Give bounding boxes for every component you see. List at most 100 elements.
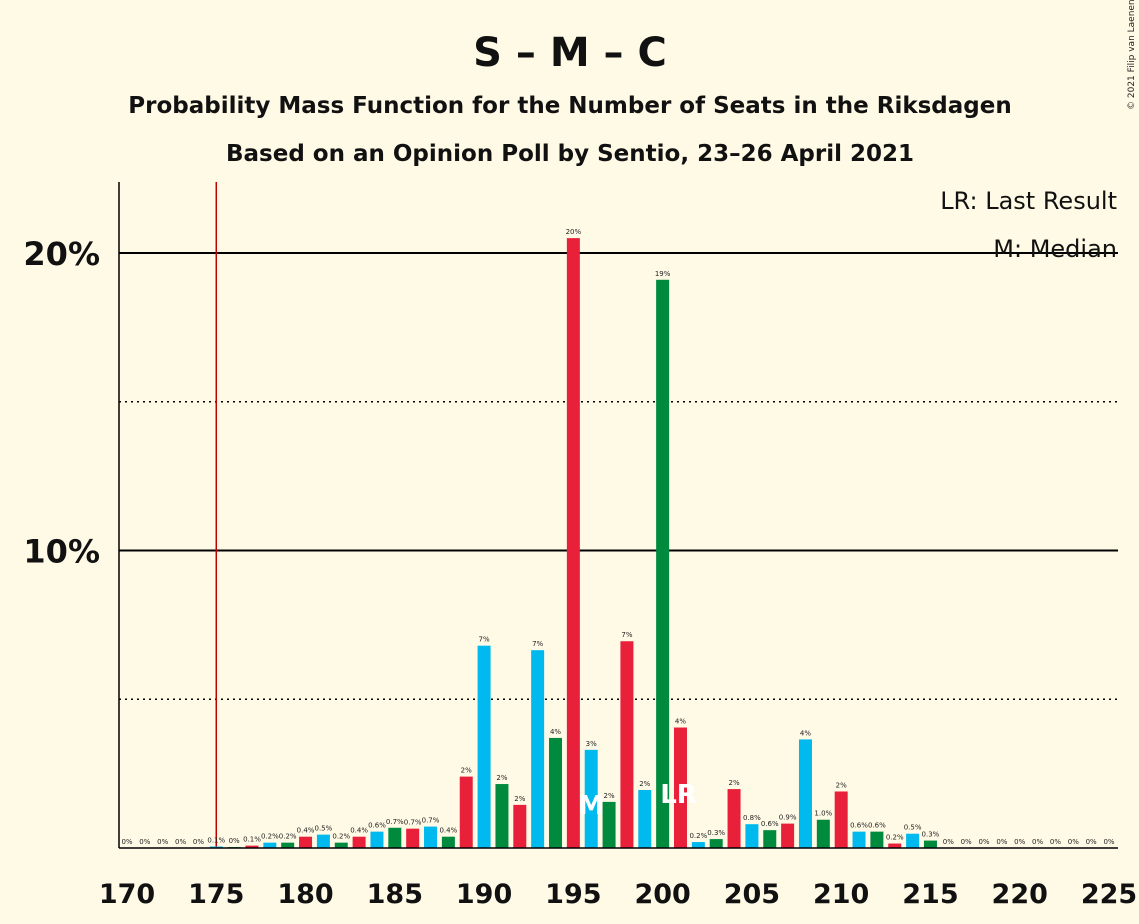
bar-209: [816, 819, 830, 848]
bar-212: [870, 831, 884, 848]
bar-label-194: 4%: [550, 728, 561, 736]
median-lr-marks: M LR: [578, 780, 697, 821]
bar-label-223: 0%: [1068, 838, 1079, 846]
bar-label-206: 0.6%: [761, 820, 779, 828]
bar-label-214: 0.5%: [904, 824, 922, 832]
bar-label-196: 3%: [586, 740, 597, 748]
bar-label-174: 0%: [193, 838, 204, 846]
bar-186: [406, 828, 420, 848]
x-tick-210: 210: [813, 879, 869, 910]
bar-label-219: 0%: [996, 838, 1007, 846]
bar-214: [906, 833, 920, 848]
bar-179: [281, 842, 295, 848]
bar-label-193: 7%: [532, 640, 543, 648]
bar-215: [923, 840, 937, 848]
bar-label-198: 7%: [621, 631, 632, 639]
bar-label-179: 0.2%: [279, 833, 297, 841]
bar-label-212: 0.6%: [868, 822, 886, 830]
bar-label-188: 0.4%: [439, 827, 457, 835]
bar-189: [459, 776, 473, 848]
y-tick-10: 10%: [23, 533, 100, 571]
bar-180: [299, 836, 313, 848]
bar-label-189: 2%: [461, 767, 472, 775]
x-tick-205: 205: [724, 879, 780, 910]
bar-203: [709, 839, 723, 848]
bar-label-171: 0%: [139, 838, 150, 846]
bar-label-197: 2%: [604, 792, 615, 800]
chart-title: S – M – C: [473, 30, 667, 76]
bar-label-173: 0%: [175, 838, 186, 846]
x-tick-180: 180: [277, 879, 333, 910]
bar-label-204: 2%: [728, 779, 739, 787]
bar-213: [888, 843, 902, 848]
bar-label-183: 0.4%: [350, 827, 368, 835]
bar-label-200: 19%: [655, 270, 671, 278]
bar-label-215: 0.3%: [922, 831, 940, 839]
bar-label-185: 0.7%: [386, 818, 404, 826]
x-tick-220: 220: [992, 879, 1048, 910]
bar-198: [620, 641, 634, 848]
bar-label-224: 0%: [1086, 838, 1097, 846]
bar-187: [424, 826, 438, 848]
bar-196: [584, 749, 598, 848]
bar-label-213: 0.2%: [886, 834, 904, 842]
x-tick-185: 185: [367, 879, 423, 910]
bar-label-222: 0%: [1050, 838, 1061, 846]
y-tick-20: 20%: [23, 235, 100, 273]
bar-label-192: 2%: [514, 795, 525, 803]
bar-label-201: 4%: [675, 718, 686, 726]
bar-label-221: 0%: [1032, 838, 1043, 846]
bar-208: [798, 739, 812, 848]
legend-last-result: LR: Last Result: [940, 187, 1117, 215]
bar-label-207: 0.9%: [779, 814, 797, 822]
last-result-marker: LR: [660, 780, 697, 810]
bar-199: [638, 789, 652, 848]
bar-204: [727, 789, 741, 848]
bar-label-177: 0.1%: [243, 836, 261, 844]
bar-label-195: 20%: [566, 228, 582, 236]
bar-label-184: 0.6%: [368, 822, 386, 830]
bar-192: [513, 804, 527, 848]
bar-177: [245, 845, 259, 848]
bar-label-217: 0%: [961, 838, 972, 846]
chart-subtitle-2: Based on an Opinion Poll by Sentio, 23–2…: [226, 141, 914, 167]
bar-label-170: 0%: [121, 838, 132, 846]
bar-label-218: 0%: [978, 838, 989, 846]
bar-label-178: 0.2%: [261, 833, 279, 841]
bar-label-190: 7%: [479, 636, 490, 644]
bar-185: [388, 827, 402, 848]
bar-182: [334, 842, 348, 848]
bar-label-191: 2%: [496, 774, 507, 782]
bar-200: [656, 279, 670, 848]
x-tick-175: 175: [188, 879, 244, 910]
bar-label-216: 0%: [943, 838, 954, 846]
bar-194: [549, 737, 563, 848]
bar-label-199: 2%: [639, 780, 650, 788]
bar-label-172: 0%: [157, 838, 168, 846]
y-tick-labels: 10% 20%: [23, 235, 100, 571]
bar-label-211: 0.6%: [850, 822, 868, 830]
bar-197: [602, 801, 616, 848]
bar-label-225: 0%: [1103, 838, 1114, 846]
legend-median: M: Median: [993, 235, 1117, 263]
bar-178: [263, 842, 277, 848]
bar-207: [781, 823, 795, 848]
bar-label-220: 0%: [1014, 838, 1025, 846]
bar-label-180: 0.4%: [297, 827, 315, 835]
bar-label-203: 0.3%: [707, 829, 725, 837]
bar-label-205: 0.8%: [743, 814, 761, 822]
grid-lines: [119, 182, 1118, 848]
bar-label-210: 2%: [836, 781, 847, 789]
bar-183: [352, 836, 366, 848]
x-tick-200: 200: [634, 879, 690, 910]
bar-label-181: 0.5%: [315, 825, 333, 833]
bar-labels: 0% 0% 0% 0% 0% 0.1% 0% 0.1% 0.2% 0.2%0.4% 0.5%0.2%…: [121, 228, 1114, 846]
bar-series: [209, 238, 937, 848]
axes: [118, 182, 1118, 849]
bar-202: [691, 842, 705, 848]
x-tick-215: 215: [902, 879, 958, 910]
bar-195: [566, 238, 580, 848]
bar-181: [316, 834, 330, 848]
bar-201: [673, 727, 687, 848]
